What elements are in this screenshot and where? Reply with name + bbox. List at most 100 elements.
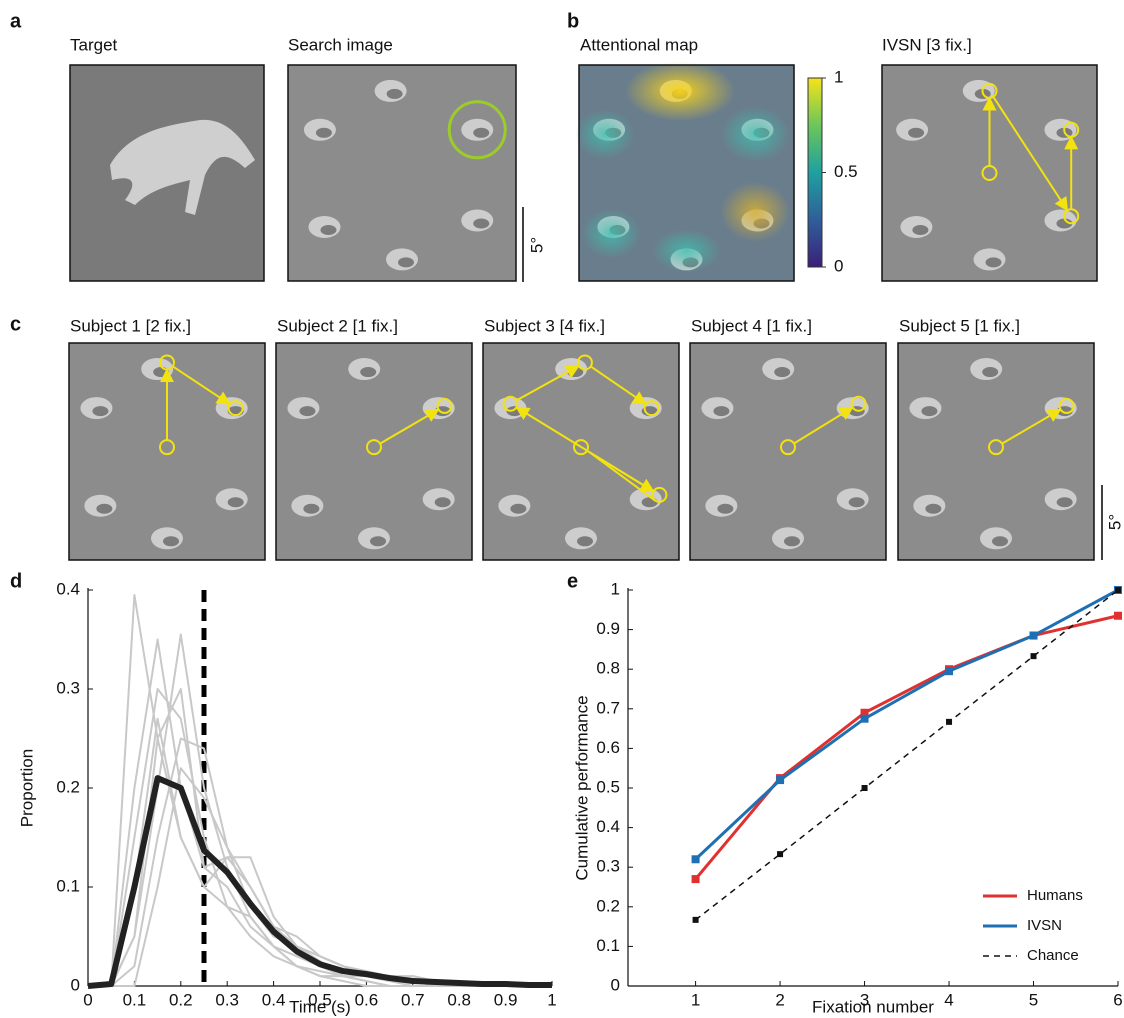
- object: [717, 503, 734, 514]
- object: [577, 536, 593, 547]
- object: [848, 497, 865, 508]
- image-frame: [578, 64, 795, 282]
- colorbar-label: 0: [834, 256, 843, 275]
- x-tick-label: 2: [775, 990, 784, 1009]
- object: [320, 225, 337, 235]
- x-tick-label: 0.5: [308, 990, 332, 1009]
- object: [315, 127, 332, 138]
- series-line: [88, 717, 552, 987]
- x-axis-label: Fixation number: [812, 997, 934, 1016]
- point: [1030, 653, 1037, 660]
- image-title: Search image: [288, 35, 393, 54]
- series-line: [695, 589, 1119, 921]
- series-line: [88, 767, 552, 987]
- panel-label: b: [567, 10, 579, 32]
- object: [227, 497, 244, 508]
- x-axis-label: Time (s): [289, 997, 351, 1016]
- scale-label: 5°: [527, 237, 546, 253]
- point: [946, 718, 953, 725]
- fixation: [850, 395, 867, 412]
- object: [992, 536, 1008, 547]
- object: [641, 497, 658, 508]
- object: [982, 367, 999, 378]
- saccade: [793, 406, 854, 445]
- y-tick-label: 0.3: [56, 678, 80, 697]
- fixation: [502, 395, 519, 412]
- object: [96, 503, 113, 514]
- object: [774, 367, 791, 378]
- y-tick-label: 0.4: [56, 579, 80, 598]
- y-tick-label: 0.4: [596, 817, 620, 836]
- x-tick-label: 0.8: [447, 990, 471, 1009]
- image-title: Attentional map: [580, 35, 698, 54]
- panel-label: c: [10, 313, 21, 335]
- series-line: [694, 588, 1119, 861]
- saccade: [590, 452, 657, 502]
- object: [434, 497, 451, 508]
- object: [299, 406, 316, 417]
- fixation: [436, 397, 453, 414]
- x-tick-label: 1: [691, 990, 700, 1009]
- fixation: [576, 354, 593, 371]
- y-axis-label: Cumulative performance: [572, 695, 591, 880]
- object: [473, 127, 490, 138]
- point: [860, 714, 869, 723]
- image-frame: [881, 64, 1098, 282]
- image-frame: [897, 342, 1095, 561]
- image-frame: [275, 342, 473, 561]
- object: [985, 257, 1002, 268]
- series-line: [88, 633, 552, 987]
- object: [784, 536, 800, 547]
- saccade: [992, 96, 1069, 212]
- fixation: [366, 439, 382, 456]
- image-title: Subject 3 [4 fix.]: [484, 316, 605, 335]
- y-axis-label: Proportion: [17, 749, 36, 827]
- image-title: Subject 4 [1 fix.]: [691, 316, 812, 335]
- series-line: [87, 775, 552, 989]
- x-tick-label: 1: [547, 990, 556, 1009]
- object: [303, 503, 320, 514]
- legend-label: Humans: [1027, 887, 1083, 904]
- fixation: [573, 439, 589, 456]
- fixation: [643, 400, 660, 417]
- x-tick-label: 0.2: [169, 990, 193, 1009]
- x-tick-label: 3: [860, 990, 869, 1009]
- image: [276, 343, 472, 560]
- x-tick-label: 0.3: [215, 990, 239, 1009]
- image-frame: [68, 342, 266, 561]
- panel-label: a: [10, 10, 22, 32]
- object: [1056, 497, 1073, 508]
- y-tick-label: 0.8: [596, 659, 620, 678]
- x-tick-label: 0.9: [494, 990, 518, 1009]
- image-frame: [482, 342, 680, 561]
- y-tick-label: 0.2: [596, 896, 620, 915]
- fixation: [227, 400, 244, 417]
- colorbar: [807, 77, 823, 268]
- target-object: [110, 119, 255, 215]
- fixation: [988, 439, 1004, 456]
- point: [691, 855, 700, 864]
- image-title: Subject 1 [2 fix.]: [70, 316, 191, 335]
- saccade: [172, 365, 231, 406]
- image-frame: [69, 64, 265, 282]
- legend-label: Chance: [1027, 947, 1079, 964]
- saccade: [515, 406, 654, 493]
- image: [898, 343, 1094, 560]
- point: [1115, 587, 1121, 593]
- x-tick-label: 5: [1029, 990, 1038, 1009]
- colorbar-label: 1: [834, 67, 843, 86]
- y-tick-label: 0.2: [56, 777, 80, 796]
- y-tick-label: 0.9: [596, 619, 620, 638]
- panel-label: e: [567, 570, 578, 592]
- object: [908, 127, 925, 138]
- y-tick-label: 0.7: [596, 698, 620, 717]
- object: [360, 367, 377, 378]
- y-tick-label: 0.1: [56, 876, 80, 895]
- series-line: [694, 614, 1119, 881]
- image-title: Subject 5 [1 fix.]: [899, 316, 1020, 335]
- y-tick-label: 0.3: [596, 857, 620, 876]
- attention-blob: [720, 106, 791, 163]
- y-tick-label: 0.1: [596, 936, 620, 955]
- image-frame: [689, 342, 887, 561]
- object: [510, 503, 527, 514]
